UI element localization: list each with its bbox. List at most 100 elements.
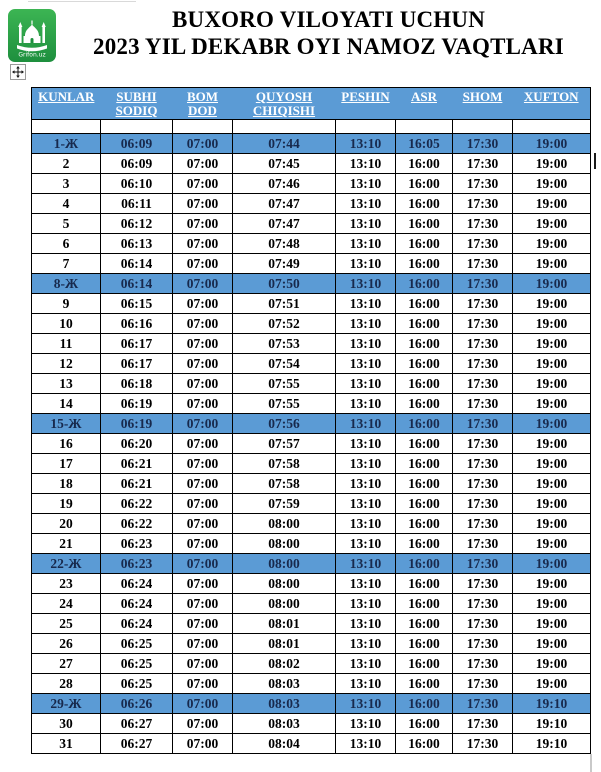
time-cell: 19:00: [512, 353, 591, 374]
time-cell: 06:20: [100, 433, 173, 454]
time-cell: 13:10: [335, 253, 396, 274]
time-cell: 19:00: [512, 273, 591, 294]
time-cell: 13:10: [335, 393, 396, 414]
time-cell: 07:49: [232, 253, 336, 274]
time-cell: 16:00: [395, 233, 453, 254]
time-cell: 07:00: [172, 653, 233, 674]
table-move-handle[interactable]: [10, 64, 26, 80]
page-title: BUXORO VILOYATI UCHUN 2023 YIL DEKABR OY…: [58, 6, 599, 60]
time-cell: 07:00: [172, 293, 233, 314]
table-row: 18 06:21 07:00 07:58 13:10 16:00 17:30 19:00: [31, 473, 591, 494]
time-cell: 06:12: [100, 213, 173, 234]
time-cell: 06:09: [100, 153, 173, 174]
time-cell: 19:00: [512, 673, 591, 694]
time-cell: 13:10: [335, 153, 396, 174]
time-cell: 17:30: [452, 713, 513, 734]
time-cell: 07:00: [172, 233, 233, 254]
page-edge-line: [590, 754, 592, 772]
time-cell: 16:00: [395, 553, 453, 574]
time-cell: 19:00: [512, 293, 591, 314]
time-cell: 07:56: [232, 413, 336, 434]
time-cell: 19:00: [512, 153, 591, 174]
day-cell: 4: [31, 193, 101, 214]
table-row: 6 06:13 07:00 07:48 13:10 16:00 17:30 19:00: [31, 233, 591, 254]
time-cell: 07:00: [172, 153, 233, 174]
time-cell: 19:00: [512, 173, 591, 194]
spacer-cell: [31, 119, 101, 134]
time-cell: 06:26: [100, 693, 173, 714]
time-cell: 06:22: [100, 493, 173, 514]
time-cell: 17:30: [452, 673, 513, 694]
time-cell: 07:00: [172, 193, 233, 214]
spacer-cell: [100, 119, 173, 134]
time-cell: 19:00: [512, 513, 591, 534]
time-cell: 13:10: [335, 433, 396, 454]
time-cell: 07:55: [232, 373, 336, 394]
time-cell: 06:09: [100, 133, 173, 154]
spacer-cell: [335, 119, 396, 134]
table-row: 4 06:11 07:00 07:47 13:10 16:00 17:30 19:00: [31, 193, 591, 214]
day-cell: 13: [31, 373, 101, 394]
day-cell: 6: [31, 233, 101, 254]
time-cell: 17:30: [452, 533, 513, 554]
day-cell: 27: [31, 653, 101, 674]
table-row: 27 06:25 07:00 08:02 13:10 16:00 17:30 19:00: [31, 653, 591, 674]
time-cell: 07:00: [172, 473, 233, 494]
time-cell: 16:00: [395, 573, 453, 594]
time-cell: 17:30: [452, 653, 513, 674]
time-cell: 07:00: [172, 493, 233, 514]
time-cell: 17:30: [452, 513, 513, 534]
time-cell: 17:30: [452, 353, 513, 374]
day-cell: 30: [31, 713, 101, 734]
time-cell: 07:00: [172, 573, 233, 594]
time-cell: 19:00: [512, 473, 591, 494]
table-row: 30 06:27 07:00 08:03 13:10 16:00 17:30 19:10: [31, 713, 591, 734]
time-cell: 13:10: [335, 453, 396, 474]
time-cell: 13:10: [335, 513, 396, 534]
time-cell: 06:11: [100, 193, 173, 214]
time-cell: 17:30: [452, 733, 513, 754]
table-row-friday: 22-Ж 06:23 07:00 08:00 13:10 16:00 17:30 19:00: [31, 553, 591, 574]
prayer-times-table: KUNLAR SUBHI SODIQ BOM DOD QUYOSH CHIQISHI P…: [31, 87, 591, 754]
day-cell: 31: [31, 733, 101, 754]
time-cell: 08:04: [232, 733, 336, 754]
time-cell: 06:23: [100, 533, 173, 554]
time-cell: 13:10: [335, 533, 396, 554]
time-cell: 06:22: [100, 513, 173, 534]
time-cell: 07:00: [172, 273, 233, 294]
time-cell: 08:03: [232, 713, 336, 734]
time-cell: 19:00: [512, 613, 591, 634]
spacer-row: [31, 119, 591, 134]
time-cell: 08:03: [232, 673, 336, 694]
time-cell: 17:30: [452, 253, 513, 274]
day-cell: 12: [31, 353, 101, 374]
time-cell: 07:00: [172, 173, 233, 194]
time-cell: 19:10: [512, 713, 591, 734]
time-cell: 19:00: [512, 193, 591, 214]
time-cell: 16:00: [395, 633, 453, 654]
time-cell: 17:30: [452, 313, 513, 334]
time-cell: 16:00: [395, 253, 453, 274]
table-row: 9 06:15 07:00 07:51 13:10 16:00 17:30 19:00: [31, 293, 591, 314]
time-cell: 07:00: [172, 373, 233, 394]
time-cell: 19:10: [512, 733, 591, 754]
day-cell: 26: [31, 633, 101, 654]
time-cell: 16:00: [395, 273, 453, 294]
time-cell: 17:30: [452, 173, 513, 194]
day-cell: 19: [31, 493, 101, 514]
time-cell: 19:00: [512, 653, 591, 674]
time-cell: 07:57: [232, 433, 336, 454]
time-cell: 19:00: [512, 553, 591, 574]
time-cell: 16:00: [395, 173, 453, 194]
mosque-icon: Grifon.uz: [8, 9, 56, 62]
title-line-1: BUXORO VILOYATI UCHUN: [171, 7, 486, 32]
time-cell: 13:10: [335, 493, 396, 514]
time-cell: 16:00: [395, 473, 453, 494]
time-cell: 06:25: [100, 633, 173, 654]
time-cell: 13:10: [335, 273, 396, 294]
table-row: 10 06:16 07:00 07:52 13:10 16:00 17:30 19:00: [31, 313, 591, 334]
day-cell: 2: [31, 153, 101, 174]
time-cell: 19:00: [512, 493, 591, 514]
time-cell: 16:00: [395, 213, 453, 234]
time-cell: 07:51: [232, 293, 336, 314]
